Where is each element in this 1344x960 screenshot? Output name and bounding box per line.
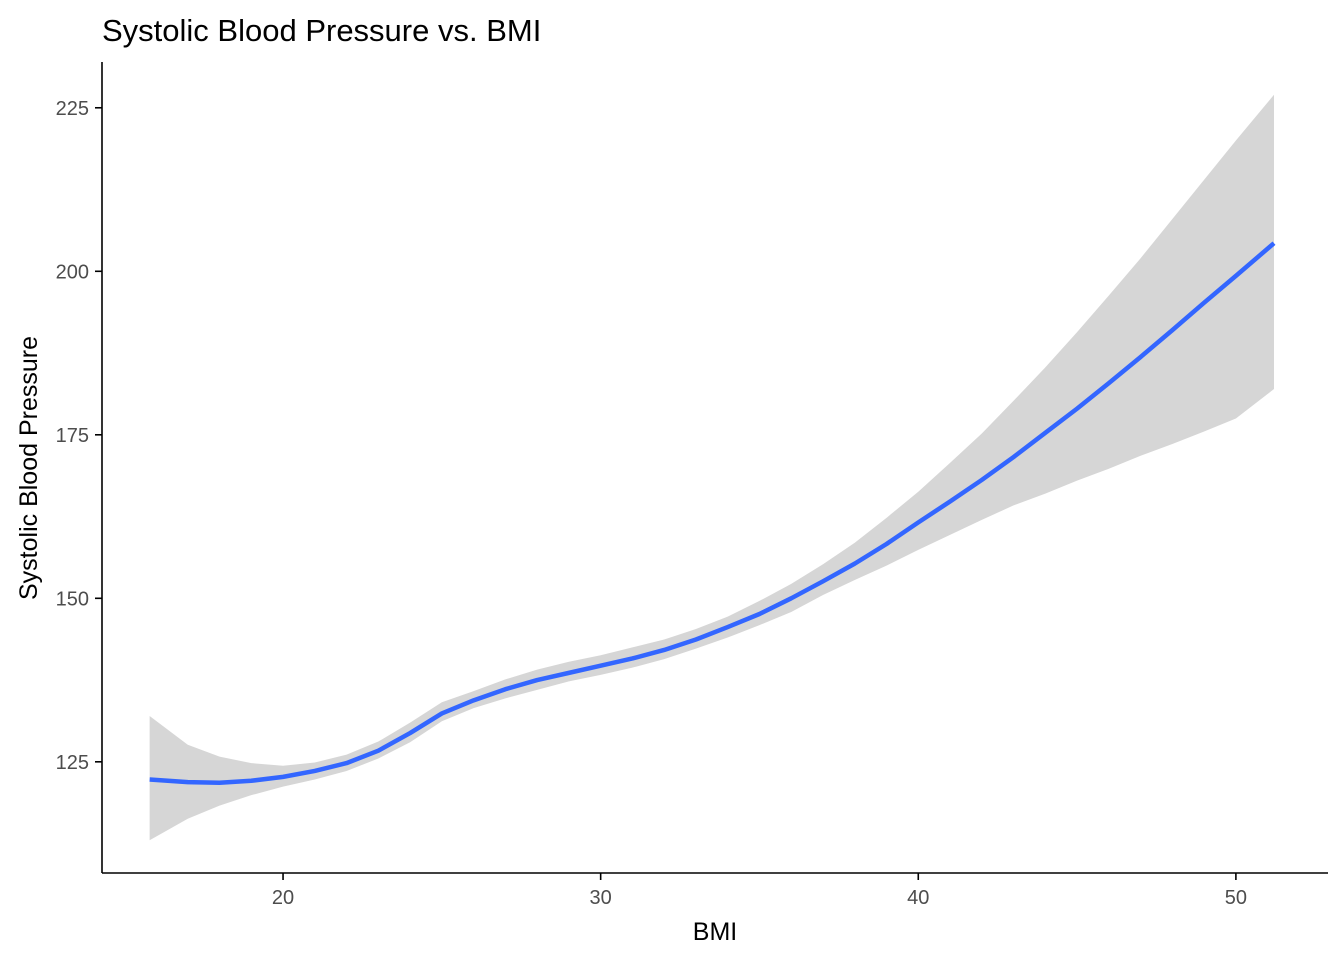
axes: 20 30 40 50 125 150 175 200 225 xyxy=(56,62,1328,909)
chart-title: Systolic Blood Pressure vs. BMI xyxy=(102,13,541,48)
y-tick-label: 200 xyxy=(56,261,89,283)
x-tick-label: 40 xyxy=(907,887,929,909)
y-tick-label: 175 xyxy=(56,425,89,447)
y-axis-title: Systolic Blood Pressure xyxy=(15,336,43,600)
confidence-band xyxy=(149,94,1275,841)
smooth-line xyxy=(149,241,1276,785)
plot-area xyxy=(149,94,1276,841)
x-tick-label: 50 xyxy=(1225,887,1247,909)
x-tick-label: 30 xyxy=(590,887,612,909)
x-tick-label: 20 xyxy=(272,887,294,909)
x-axis-title: BMI xyxy=(693,918,737,946)
y-tick-label: 125 xyxy=(56,752,89,774)
y-tick-label: 150 xyxy=(56,588,89,610)
y-tick-label: 225 xyxy=(56,98,89,120)
